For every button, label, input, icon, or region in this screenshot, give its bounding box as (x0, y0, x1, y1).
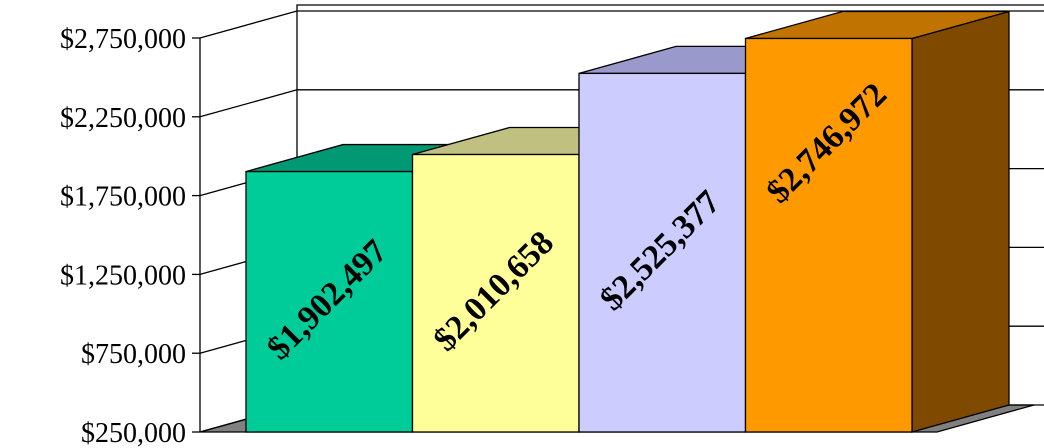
y-tick-label: $750,000 (81, 339, 186, 370)
bar-side (911, 10, 1010, 433)
bar (245, 170, 414, 433)
y-tick-label: $250,000 (81, 418, 186, 448)
y-tick-label: $1,750,000 (60, 182, 186, 213)
y-tick-label: $1,250,000 (60, 260, 186, 291)
bar (744, 37, 913, 433)
bar (578, 72, 747, 433)
y-tick-label: $2,750,000 (60, 24, 186, 55)
y-tick-label: $2,250,000 (60, 103, 186, 134)
bar (411, 153, 580, 433)
gridline (199, 10, 1044, 39)
